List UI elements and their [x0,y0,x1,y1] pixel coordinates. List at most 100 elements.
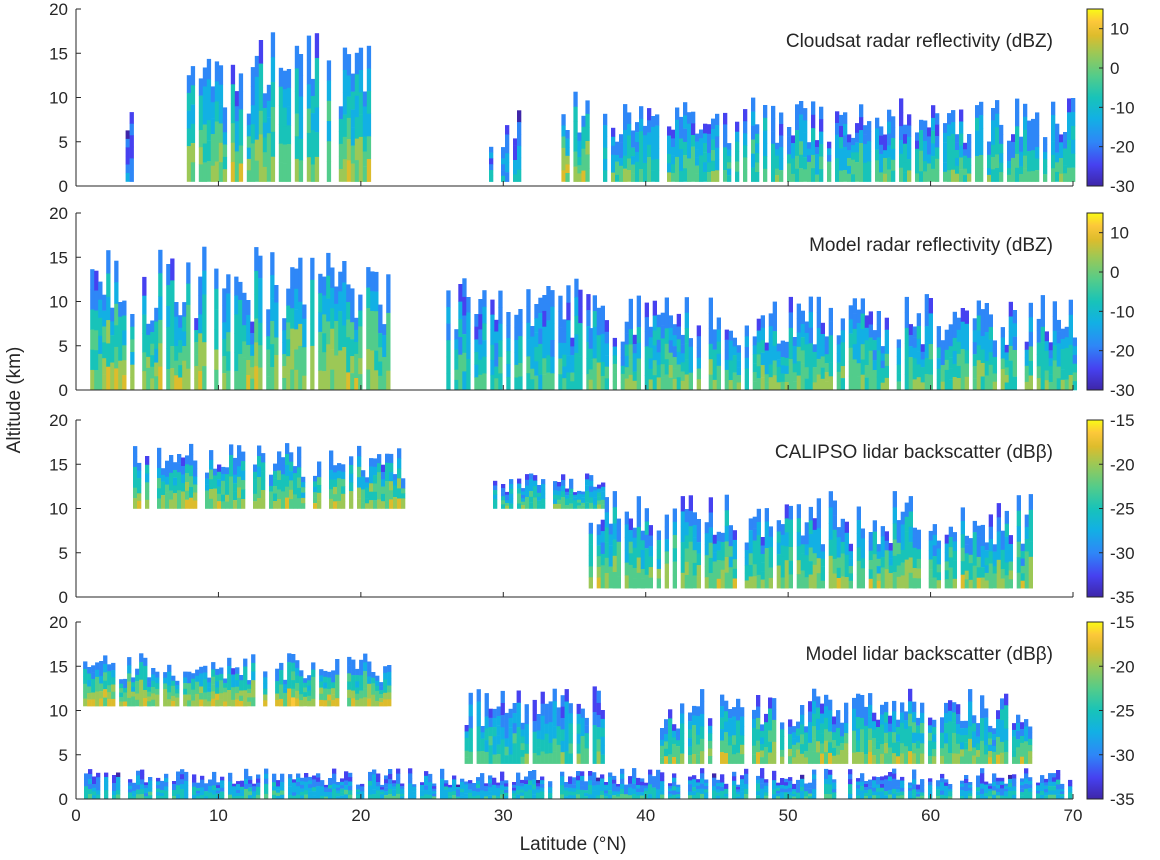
cloud-cell [558,311,563,328]
cloud-cell [480,781,485,787]
cloud-cell [1016,722,1021,732]
cloud-cell [342,114,348,138]
cloud-cell [624,791,629,795]
cloud-cell [516,690,521,703]
cloud-cell [308,776,313,781]
cloud-cell [181,500,186,509]
cloud-cell [879,135,884,146]
cloud-cell [516,727,521,740]
cloud-cell [948,379,953,391]
cloud-cell [250,86,256,106]
cloud-cell [494,378,499,391]
cloud-cell [562,366,567,379]
cloud-cell [261,471,266,482]
cloud-cell [173,500,178,509]
cloud-cell [896,565,901,578]
cloud-cell [166,348,171,370]
cloud-cell [639,156,644,170]
cloud-cell [226,370,231,391]
cloud-cell [337,470,342,479]
cloud-cell [476,777,481,781]
cloud-cell [501,500,506,505]
cloud-cell [763,130,768,144]
colorbar-tick-label: -30 [1110,544,1135,563]
cloud-cell [696,553,701,566]
cloud-cell [92,784,97,788]
cloud-cell [528,789,533,795]
cloud-cell [908,542,913,558]
cloud-cell [988,352,993,366]
cloud-cell [620,373,625,383]
cloud-cell [1011,134,1016,143]
cloud-cell [257,498,262,509]
cloud-cell [348,785,353,791]
cloud-cell [652,776,657,781]
cloud-cell [189,454,194,466]
cloud-cell [366,91,372,114]
cloud-cell [194,378,199,391]
cloud-cell [868,578,873,589]
cloud-cell [963,142,968,150]
cloud-cell [947,158,952,171]
cloud-cell [884,550,889,561]
cloud-cell [824,729,829,741]
cloud-cell [128,789,133,793]
cloud-cell [864,744,869,755]
cloud-cell [712,349,717,360]
cloud-cell [346,54,352,76]
cloud-cell [448,787,453,790]
cloud-cell [172,784,177,788]
cloud-cell [672,790,677,796]
cloud-cell [87,693,92,700]
cloud-cell [928,344,933,360]
cloud-cell [302,361,307,377]
cloud-cell [976,330,981,346]
cloud-cell [1016,557,1021,573]
cloud-cell [164,794,169,800]
cloud-cell [476,784,481,789]
cloud-cell [186,110,192,129]
cloud-cell [984,572,989,581]
cloud-cell [760,724,765,732]
cloud-cell [840,565,845,577]
cloud-cell [824,336,829,346]
cloud-cell [795,142,800,157]
cloud-cell [516,785,521,791]
cloud-cell [250,321,255,334]
cloud-cell [521,498,526,502]
cloud-cell [513,138,518,146]
cloud-cell [891,138,896,150]
cloud-cell [847,142,852,151]
cloud-cell [500,727,505,740]
cloud-cell [1011,157,1016,167]
cloud-cell [329,498,334,509]
cloud-cell [716,377,721,391]
cloud-cell [576,743,581,754]
cloud-cell [241,499,246,509]
cloud-cell [581,148,586,160]
cloud-cell [396,768,401,774]
cloud-cell [696,706,701,717]
cloud-cell [768,708,773,720]
cloud-cell [280,777,285,783]
cloud-cell [161,501,166,509]
cloud-cell [960,742,965,750]
cloud-cell [103,689,108,698]
cloud-cell [292,785,297,790]
cloud-cell [963,155,968,163]
cloud-cell [1008,544,1013,554]
cloud-cell [424,794,429,800]
cloud-cell [828,307,833,322]
cloud-cell [560,752,565,764]
cloud-cell [875,128,880,140]
cloud-cell [704,577,709,589]
cloud-cell [508,745,513,755]
cloud-cell [351,659,356,668]
cloud-cell [1028,360,1033,376]
cloud-cell [976,360,981,376]
cloud-cell [298,160,304,182]
cloud-cell [868,740,873,753]
cloud-cell [484,704,489,717]
cloud-cell [732,578,737,589]
cloud-cell [984,303,989,318]
